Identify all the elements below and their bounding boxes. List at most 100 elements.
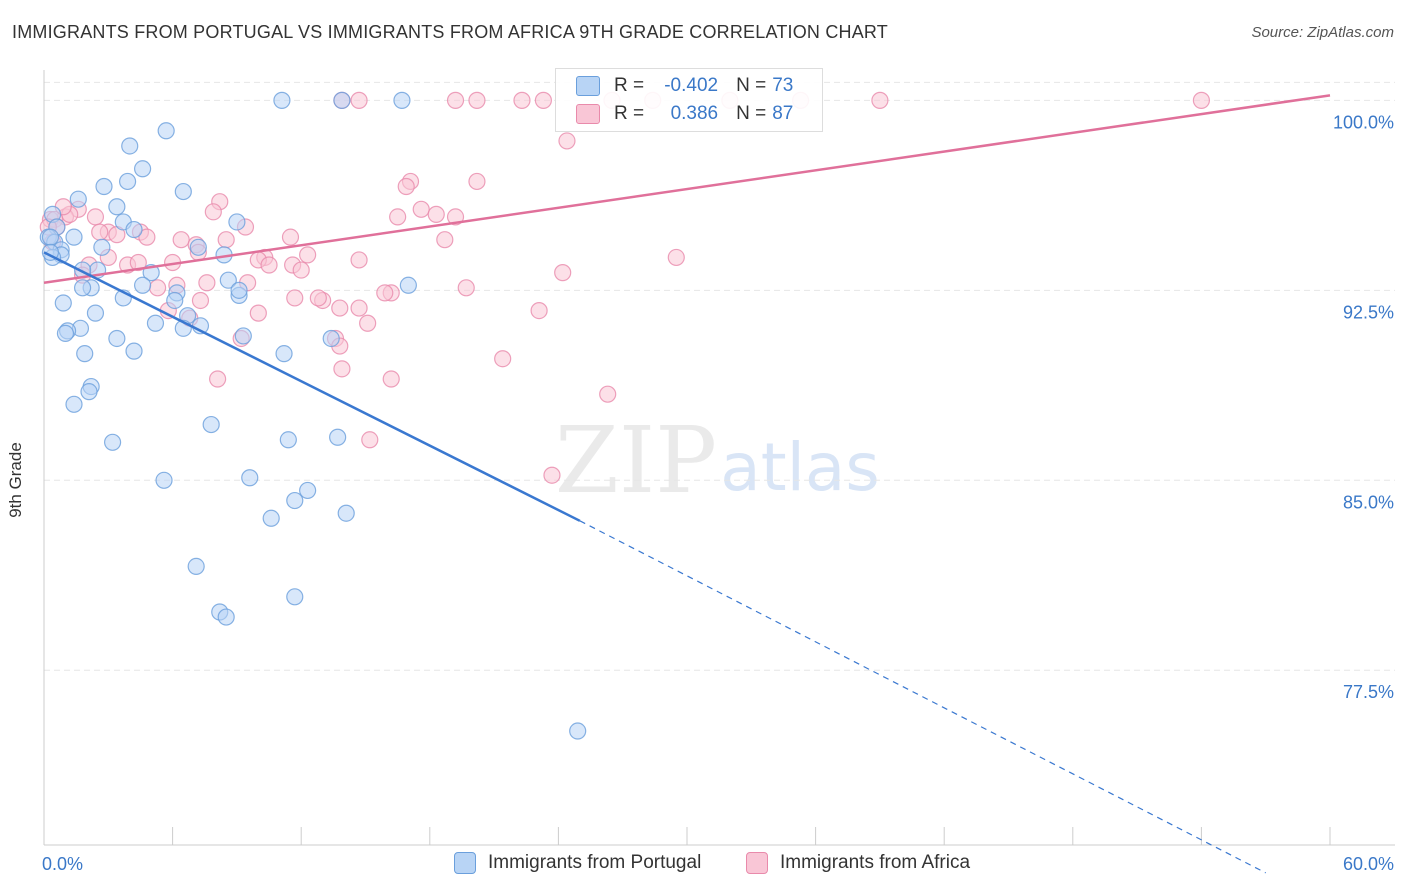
africa-point[interactable]: [361, 431, 379, 449]
africa-point[interactable]: [309, 289, 327, 307]
portugal-point[interactable]: [73, 279, 92, 297]
africa-point[interactable]: [436, 231, 454, 249]
legend-item-africa[interactable]: Immigrants from Africa: [746, 852, 970, 874]
portugal-point[interactable]: [569, 722, 587, 740]
y-tick-label: 77.5%: [1343, 682, 1394, 702]
africa-point[interactable]: [129, 253, 147, 272]
legend-item-portugal[interactable]: Immigrants from Portugal: [454, 852, 701, 874]
portugal-point[interactable]: [279, 431, 297, 449]
africa-point[interactable]: [281, 228, 300, 246]
portugal-point[interactable]: [108, 198, 126, 216]
africa-point[interactable]: [530, 302, 548, 320]
portugal-point[interactable]: [54, 294, 72, 312]
portugal-point[interactable]: [217, 608, 235, 626]
africa-point[interactable]: [292, 261, 310, 279]
portugal-point[interactable]: [146, 314, 165, 332]
portugal-point[interactable]: [322, 329, 340, 348]
africa-point[interactable]: [350, 251, 368, 269]
africa-point[interactable]: [359, 314, 377, 332]
portugal-point[interactable]: [262, 509, 280, 527]
africa-point[interactable]: [191, 291, 210, 310]
africa-point[interactable]: [446, 91, 465, 109]
portugal-point[interactable]: [166, 291, 184, 310]
portugal-point[interactable]: [125, 220, 143, 239]
africa-point[interactable]: [554, 264, 572, 282]
africa-point[interactable]: [350, 91, 368, 109]
portugal-point[interactable]: [103, 433, 122, 451]
portugal-point[interactable]: [230, 281, 248, 299]
africa-point[interactable]: [198, 274, 216, 292]
africa-point[interactable]: [86, 208, 105, 226]
portugal-point[interactable]: [219, 271, 237, 289]
africa-point[interactable]: [209, 370, 227, 388]
portugal-point[interactable]: [234, 327, 252, 345]
africa-point[interactable]: [1192, 91, 1211, 109]
portugal-point[interactable]: [174, 182, 192, 201]
portugal-point[interactable]: [133, 160, 152, 178]
portugal-point[interactable]: [337, 504, 355, 522]
portugal-point[interactable]: [273, 91, 291, 109]
africa-point[interactable]: [446, 208, 465, 226]
africa-point[interactable]: [148, 279, 167, 297]
africa-point[interactable]: [558, 132, 576, 150]
portugal-point[interactable]: [228, 213, 246, 231]
africa-point[interactable]: [299, 246, 317, 264]
africa-point[interactable]: [331, 299, 349, 317]
portugal-point[interactable]: [393, 91, 411, 109]
portugal-point[interactable]: [299, 481, 317, 500]
africa-point[interactable]: [260, 256, 278, 274]
africa-point[interactable]: [376, 284, 394, 302]
africa-point[interactable]: [172, 231, 190, 249]
portugal-point[interactable]: [157, 122, 175, 140]
portugal-point[interactable]: [241, 469, 259, 487]
africa-point[interactable]: [543, 466, 561, 484]
portugal-point[interactable]: [65, 228, 83, 246]
africa-point[interactable]: [457, 279, 475, 297]
africa-point[interactable]: [599, 385, 617, 403]
africa-point[interactable]: [412, 200, 430, 218]
africa-point[interactable]: [333, 360, 351, 378]
portugal-point[interactable]: [286, 588, 304, 606]
portugal-point[interactable]: [189, 238, 207, 256]
africa-point[interactable]: [249, 304, 267, 322]
portugal-point[interactable]: [56, 324, 75, 342]
africa-point[interactable]: [667, 248, 685, 267]
africa-point[interactable]: [138, 228, 156, 246]
africa-point[interactable]: [217, 231, 235, 249]
africa-point[interactable]: [871, 91, 889, 109]
africa-point[interactable]: [513, 91, 531, 109]
africa-point[interactable]: [204, 203, 222, 221]
portugal-point[interactable]: [286, 491, 304, 510]
africa-point[interactable]: [389, 208, 407, 226]
portugal-point[interactable]: [275, 345, 293, 363]
portugal-point[interactable]: [125, 342, 143, 360]
portugal-point[interactable]: [69, 190, 87, 208]
africa-point[interactable]: [397, 177, 415, 196]
africa-point[interactable]: [534, 91, 552, 109]
africa-point[interactable]: [382, 370, 400, 388]
portugal-point[interactable]: [202, 415, 220, 434]
portugal-point[interactable]: [333, 91, 351, 109]
portugal-point[interactable]: [155, 471, 173, 489]
portugal-point[interactable]: [86, 304, 105, 322]
africa-point[interactable]: [91, 223, 109, 241]
portugal-point[interactable]: [118, 172, 137, 191]
portugal-point[interactable]: [93, 238, 111, 256]
africa-point[interactable]: [286, 289, 304, 307]
portugal-point[interactable]: [95, 177, 113, 196]
africa-point[interactable]: [468, 91, 486, 109]
africa-point[interactable]: [494, 350, 512, 368]
portugal-point[interactable]: [187, 557, 205, 576]
africa-point[interactable]: [468, 172, 486, 191]
portugal-point[interactable]: [65, 395, 83, 413]
portugal-point[interactable]: [121, 137, 139, 155]
portugal-point[interactable]: [329, 428, 347, 446]
portugal-point[interactable]: [133, 276, 152, 294]
portugal-point[interactable]: [80, 383, 98, 401]
portugal-point[interactable]: [399, 276, 417, 294]
portugal-point[interactable]: [41, 228, 60, 246]
africa-point[interactable]: [427, 205, 445, 223]
portugal-point[interactable]: [108, 329, 126, 348]
portugal-point[interactable]: [76, 345, 94, 363]
africa-point[interactable]: [350, 299, 368, 317]
